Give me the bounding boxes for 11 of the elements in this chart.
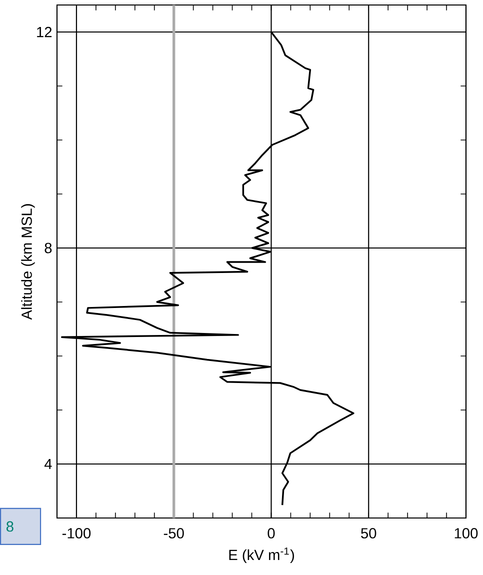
y-tick-label: 4 [44, 458, 52, 470]
x-tick-label: 100 [455, 528, 478, 538]
x-tick-label: -50 [164, 528, 184, 538]
x-axis-title: E (kV m$^{-1}$) [229, 548, 294, 563]
x-tick-label: 50 [361, 528, 376, 538]
y-axis-title: Altitude (km MSL) [21, 204, 35, 320]
text: 8 [6, 521, 14, 532]
x-tick-label: 0 [268, 528, 275, 538]
y-tick-label: 8 [44, 242, 52, 254]
y-tick-label: 12 [37, 26, 52, 38]
x-tick-label: -100 [62, 528, 91, 538]
